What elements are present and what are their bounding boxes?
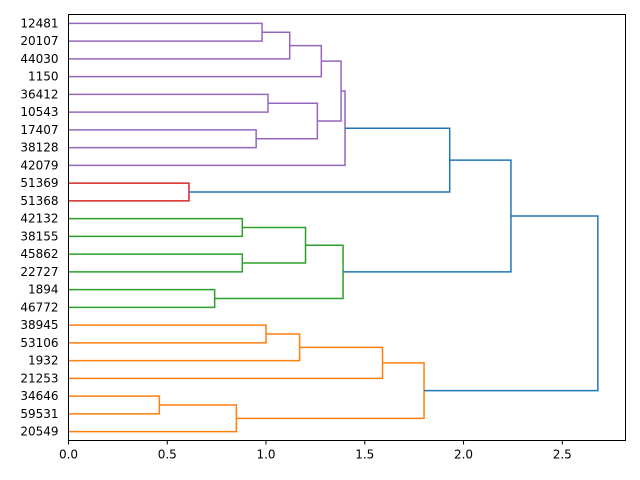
leaf-label: 21253 bbox=[20, 371, 58, 385]
x-tick-label: 2.5 bbox=[553, 448, 572, 462]
dendrogram-link bbox=[343, 159, 512, 273]
leaf-label: 12481 bbox=[20, 16, 58, 30]
dendrogram-link bbox=[68, 22, 263, 42]
x-tick-label: 1.5 bbox=[355, 448, 374, 462]
dendrogram-link bbox=[68, 395, 161, 415]
plot-frame bbox=[68, 14, 626, 441]
leaf-label: 22727 bbox=[20, 265, 58, 279]
leaf-label: 42132 bbox=[20, 212, 58, 226]
leaf-label: 45862 bbox=[20, 247, 58, 261]
dendrogram-link bbox=[68, 90, 346, 167]
leaf-label: 10543 bbox=[20, 105, 58, 119]
dendrogram-link bbox=[242, 226, 307, 264]
leaf-label: 1932 bbox=[28, 354, 59, 368]
leaf-label: 53106 bbox=[20, 336, 58, 350]
dendrogram-link bbox=[68, 324, 267, 344]
leaf-labels: 12481 20107 44030 1150 36412 10543 17407 38128 4… bbox=[20, 16, 58, 438]
x-tick-label: 0.0 bbox=[59, 448, 78, 462]
x-tick-label: 0.5 bbox=[158, 448, 177, 462]
dendrogram-link bbox=[317, 60, 342, 122]
leaf-label: 42079 bbox=[20, 158, 58, 172]
dendrogram-link bbox=[188, 127, 451, 193]
leaf-label: 1150 bbox=[28, 70, 59, 84]
leaf-label: 17407 bbox=[20, 123, 58, 137]
dendrogram-link bbox=[68, 288, 216, 309]
dendrogram-link bbox=[256, 102, 319, 140]
leaf-label: 51368 bbox=[20, 194, 58, 208]
x-axis: 0.0 0.5 1.0 1.5 2.0 2.5 bbox=[59, 440, 572, 462]
leaf-label: 46772 bbox=[20, 300, 58, 314]
dendrogram-link bbox=[68, 44, 323, 78]
dendrogram-link bbox=[68, 346, 384, 380]
leaf-label: 20107 bbox=[20, 34, 58, 48]
leaf-label: 51369 bbox=[20, 176, 58, 190]
leaf-label: 20549 bbox=[20, 425, 58, 439]
dendrogram-link bbox=[68, 404, 238, 433]
dendrogram-link bbox=[68, 182, 190, 202]
leaf-label: 38128 bbox=[20, 141, 58, 155]
dendrogram-link bbox=[68, 31, 291, 60]
x-tick-label: 1.0 bbox=[256, 448, 275, 462]
dendrogram-links bbox=[68, 22, 599, 433]
leaf-label: 59531 bbox=[20, 407, 58, 421]
dendrogram-link bbox=[68, 333, 301, 362]
x-tick-label: 2.0 bbox=[454, 448, 473, 462]
leaf-label: 36412 bbox=[20, 87, 58, 101]
dendrogram-link bbox=[68, 129, 257, 149]
leaf-label: 44030 bbox=[20, 52, 58, 66]
leaf-label: 38945 bbox=[20, 318, 58, 332]
leaf-label: 38155 bbox=[20, 229, 58, 243]
dendrogram-link bbox=[236, 362, 425, 420]
dendrogram-link bbox=[68, 217, 244, 238]
leaf-label: 1894 bbox=[28, 283, 59, 297]
dendrogram-link bbox=[68, 93, 269, 113]
dendrogram-link bbox=[68, 253, 244, 273]
dendrogram-link bbox=[424, 215, 599, 392]
leaf-label: 34646 bbox=[20, 389, 58, 403]
